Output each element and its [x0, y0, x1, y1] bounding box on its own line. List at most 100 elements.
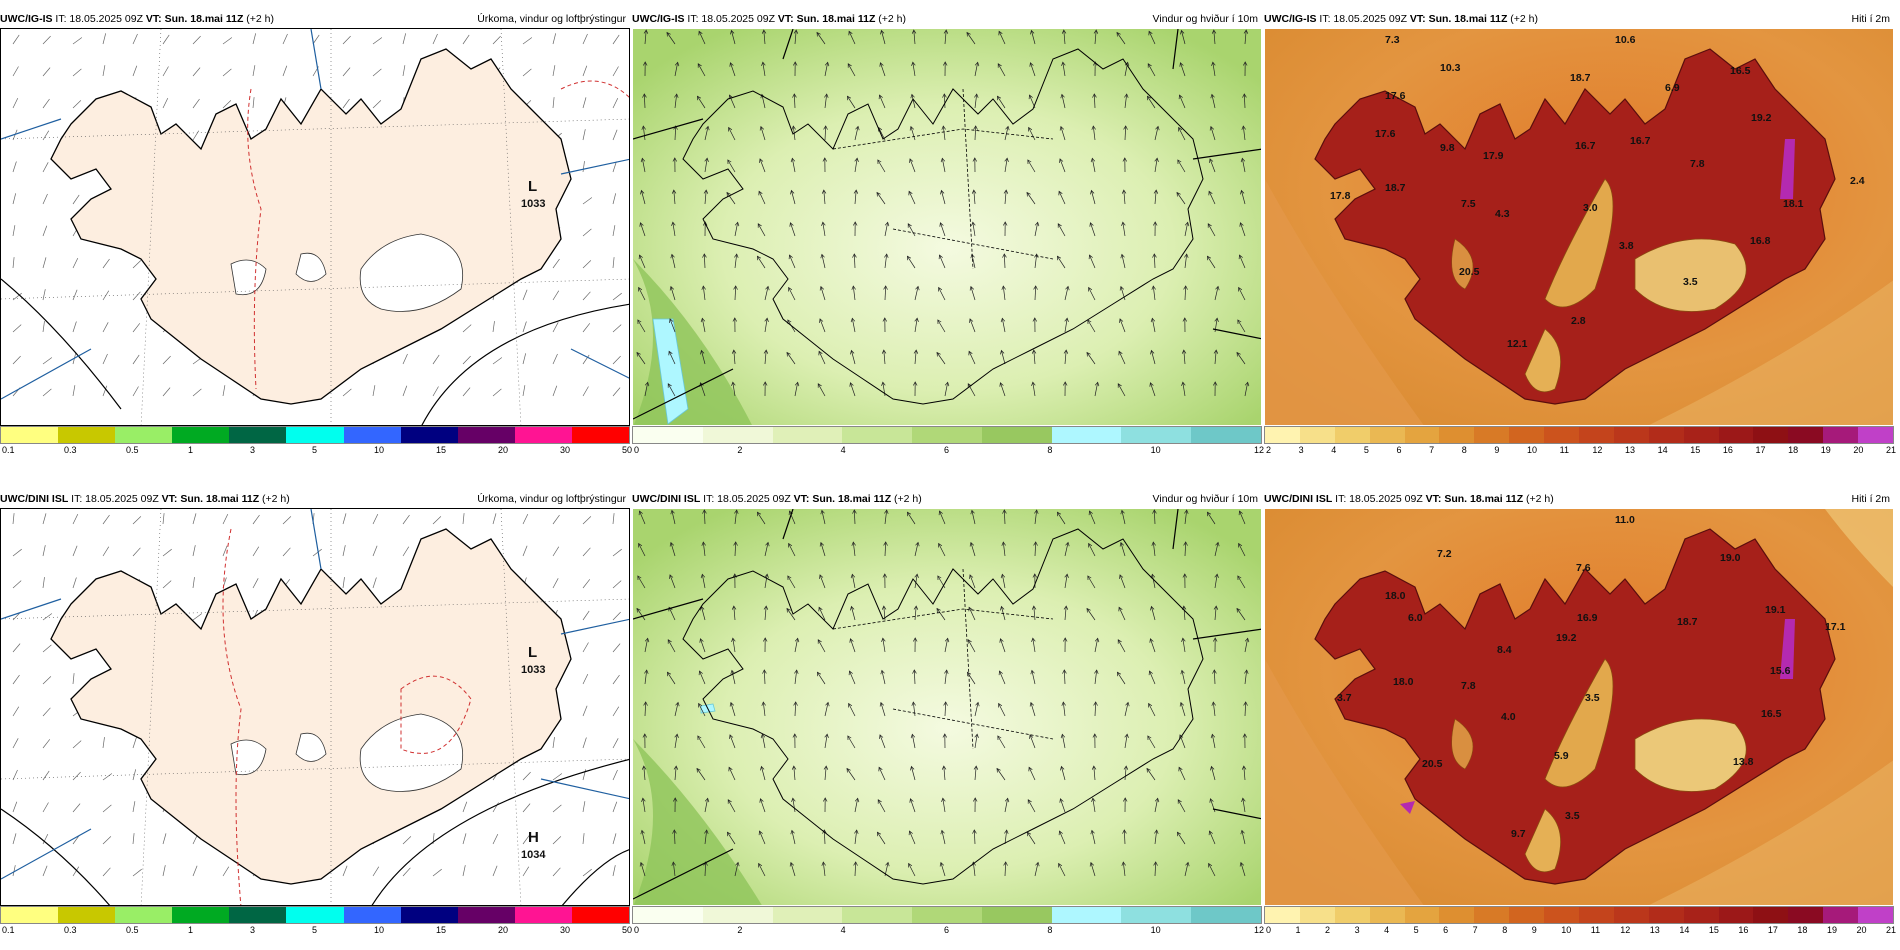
wind-barb: [192, 613, 203, 621]
wind-arrow-head: [734, 253, 739, 258]
wind-arrow: [667, 639, 676, 653]
wind-map-svg: [633, 509, 1261, 905]
colorbar-tick-label: 4: [1384, 925, 1390, 935]
wind-barb: [492, 833, 499, 845]
wind-arrow-head: [1003, 189, 1009, 194]
wind-barb: [102, 804, 112, 813]
wind-arrow: [914, 286, 919, 301]
wind-arrow-head: [791, 765, 797, 770]
wind-arrow-head: [1241, 765, 1247, 770]
wind-arrow-head: [852, 221, 858, 226]
wind-arrow-head: [1091, 125, 1096, 130]
wind-arrow-head: [1057, 511, 1062, 517]
wind-arrow: [763, 30, 766, 45]
wind-arrow: [1244, 30, 1247, 45]
init-time: IT: 18.05.2025 09Z: [1335, 493, 1423, 505]
precip-map[interactable]: L 1033: [0, 28, 630, 426]
temperature-label: 4.0: [1501, 711, 1516, 723]
wind-barb: [582, 260, 592, 269]
wind-arrow: [1034, 222, 1039, 237]
temperature-label: 3.5: [1565, 810, 1580, 822]
wind-arrow-head: [1239, 222, 1244, 227]
wind-arrow: [938, 287, 946, 301]
wind-arrow: [1121, 510, 1126, 525]
wind-arrow-head: [1178, 766, 1183, 772]
wind-barb: [12, 738, 19, 749]
wind-arrow-head: [1034, 221, 1040, 227]
wind-arrow: [733, 350, 736, 365]
wind-barb: [282, 547, 291, 557]
wind-barb: [552, 546, 560, 557]
wind-arrow-head: [1177, 799, 1182, 804]
wind-arrow: [1124, 702, 1129, 717]
wind-barb: [282, 516, 292, 525]
wind-arrow-head: [999, 382, 1004, 387]
cool-highland: [1451, 718, 1474, 770]
wind-arrow: [912, 62, 916, 77]
temp-colorbar: [1264, 906, 1894, 924]
wind-arrow-head: [850, 605, 855, 611]
wind-arrow-head: [1062, 637, 1068, 642]
wind-arrow: [1094, 701, 1097, 717]
wind-arrow: [973, 829, 976, 845]
wind-barb: [222, 545, 228, 557]
wind-map[interactable]: [632, 508, 1262, 906]
wind-barb: [162, 513, 165, 525]
temperature-label: 7.8: [1461, 680, 1476, 692]
colorbar-swatch: [343, 427, 401, 443]
wind-arrow-head: [1087, 575, 1092, 581]
wind-arrow: [791, 830, 796, 845]
wind-barb: [12, 643, 21, 653]
wind-arrow-head: [794, 669, 799, 674]
colorbar-tick-label: 8: [1047, 925, 1053, 935]
colorbar-tick-label: 10: [374, 445, 385, 455]
wind-arrow: [879, 734, 886, 749]
wind-arrow-head: [973, 765, 979, 770]
wind-arrow-head: [854, 829, 859, 834]
wind-arrow: [1151, 606, 1156, 621]
wind-arrow-head: [1147, 63, 1152, 68]
wind-arrow: [757, 256, 766, 269]
wind-barb: [522, 385, 526, 397]
wind-arrow-head: [729, 62, 734, 67]
colorbar-tick-label: 50: [622, 925, 633, 935]
wind-barb: [522, 321, 527, 333]
wind-arrow-head: [911, 29, 917, 34]
colorbar-swatch: [1788, 427, 1824, 443]
wind-arrow: [884, 510, 888, 525]
wind-arrow-head: [879, 701, 885, 707]
precip-map[interactable]: L 1033 H 1034: [0, 508, 630, 906]
wind-arrow-head: [1210, 733, 1216, 739]
temp-map[interactable]: 11.0 7.2 7.6 19.0 18.0 6.0 16.9 19.1 18.7 17.1 19.…: [1264, 508, 1894, 906]
wind-arrow: [791, 190, 796, 205]
wind-arrow-head: [1236, 351, 1241, 357]
wind-arrow-head: [763, 349, 769, 354]
wind-arrow-head: [1122, 797, 1128, 802]
wind-arrow-head: [1149, 638, 1154, 643]
wind-arrow: [789, 254, 796, 269]
wind-arrow-head: [847, 735, 852, 741]
wind-arrow-head: [1184, 509, 1189, 514]
wind-map[interactable]: [632, 28, 1262, 426]
wind-arrow-head: [641, 765, 647, 770]
wind-arrow-head: [1116, 31, 1121, 37]
wind-arrow: [1241, 830, 1246, 845]
wind-arrow-head: [642, 733, 648, 738]
wind-arrow: [973, 190, 976, 205]
wind-arrow-head: [944, 381, 950, 387]
wind-arrow-head: [1240, 157, 1246, 163]
colorbar-swatch: [981, 427, 1052, 443]
wind-arrow-head: [789, 861, 795, 867]
wind-arrow: [1180, 702, 1186, 717]
temp-map[interactable]: 7.3 10.6 10.3 18.7 16.5 17.6 6.9 17.6 16.7 19.2 9.…: [1264, 28, 1894, 426]
wind-arrow: [847, 735, 856, 749]
wind-arrow-head: [1215, 285, 1220, 291]
wind-barb: [42, 193, 48, 205]
colorbar-swatch: [702, 907, 773, 923]
wind-arrow-head: [1150, 349, 1155, 355]
colorbar-tick-label: 7: [1429, 445, 1435, 455]
valid-time: VT: Sun. 18.mai 11Z: [793, 493, 892, 505]
wind-arrow: [880, 702, 886, 717]
wind-arrow-head: [697, 735, 702, 741]
colorbar-tick-label: 18: [1788, 445, 1799, 455]
